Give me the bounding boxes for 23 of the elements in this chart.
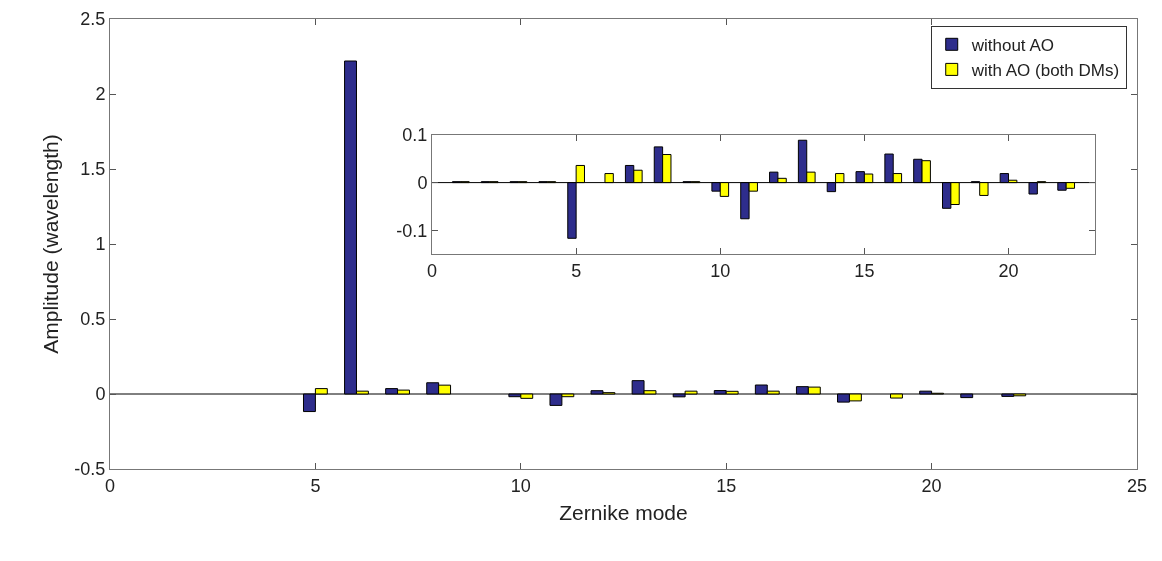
x-tick-label: 15 xyxy=(854,260,875,281)
y-axis-title: Amplitude (wavelength) xyxy=(38,134,62,354)
y-tick-label: 0.5 xyxy=(80,309,106,330)
y-tick-label: 2.5 xyxy=(80,9,106,30)
x-tick-label: 20 xyxy=(921,475,942,496)
x-tick-label: 20 xyxy=(998,260,1019,281)
legend-label: with AO (both DMs) xyxy=(970,61,1120,81)
x-tick-label: 25 xyxy=(1126,475,1148,496)
y-tick-label: 0 xyxy=(417,172,428,193)
x-axis-title: Zernike mode xyxy=(559,500,688,524)
x-tick-label: 10 xyxy=(710,260,731,281)
x-tick-label: 15 xyxy=(716,475,737,496)
legend-label: without AO xyxy=(970,35,1054,55)
y-tick-label: 1 xyxy=(95,234,106,255)
x-tick-label: 5 xyxy=(571,260,582,281)
y-tick-label: -0.1 xyxy=(396,220,428,241)
x-tick-label: 10 xyxy=(510,475,531,496)
x-tick-label: 5 xyxy=(310,475,321,496)
y-tick-label: 1.5 xyxy=(80,159,106,180)
y-tick-label: 2 xyxy=(95,84,106,105)
y-tick-label: 0 xyxy=(95,384,106,405)
y-tick-label: 0.1 xyxy=(402,125,428,146)
y-tick-label: -0.5 xyxy=(74,459,106,480)
